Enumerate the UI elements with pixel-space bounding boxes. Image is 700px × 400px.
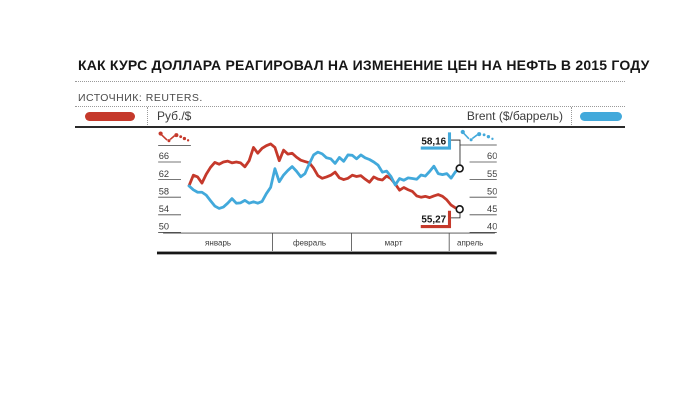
chart-canvas: 66 62 58 54 50 60 55 50 45 40 январь февраль март а… xyxy=(156,129,497,255)
month-label: январь xyxy=(205,239,231,248)
divider-under-title xyxy=(75,81,625,82)
month-label: февраль xyxy=(293,239,326,248)
left-tick-label: 62 xyxy=(159,169,169,179)
left-tick-label: 58 xyxy=(159,186,169,196)
brent-legend-label: Brent ($/баррель) xyxy=(466,109,563,123)
divider-under-source xyxy=(75,106,625,107)
brent-callout-connector xyxy=(451,139,461,169)
brent-callout-bracket xyxy=(420,132,452,150)
right-axis: 60 55 50 45 40 xyxy=(469,151,497,233)
legend-separator-right xyxy=(571,107,572,127)
brent-series-line xyxy=(187,150,462,210)
source-label: ИСТОЧНИК: REUTERS. xyxy=(78,92,203,104)
right-tick-label: 50 xyxy=(487,186,497,196)
rub-callout-value: 55,27 xyxy=(421,215,446,226)
month-label: апрель xyxy=(457,239,483,248)
rub-legend-label: Руб./$ xyxy=(157,109,192,123)
month-label: март xyxy=(385,239,403,248)
month-axis: январь февраль март апрель xyxy=(205,233,483,251)
left-tick-label: 66 xyxy=(159,151,169,161)
right-tick-label: 45 xyxy=(487,204,497,214)
left-tick-label: 50 xyxy=(159,222,169,232)
series-lines xyxy=(187,142,462,211)
rub-legend-swatch xyxy=(85,112,135,121)
left-axis: 66 62 58 54 50 xyxy=(158,151,182,233)
brent-endpoint-marker xyxy=(455,164,464,173)
brent-sparkline-icon xyxy=(460,129,494,142)
chart-title: КАК КУРС ДОЛЛАРА РЕАГИРОВАЛ НА ИЗМЕНЕНИЕ… xyxy=(78,57,650,73)
divider-under-legend xyxy=(75,126,625,128)
rub-callout-bracket xyxy=(420,210,452,229)
right-tick-label: 55 xyxy=(487,169,497,179)
rub-endpoint-marker xyxy=(455,205,464,214)
legend-separator-left xyxy=(147,107,148,127)
rub-sparkline-icon xyxy=(158,131,190,143)
bottom-bar xyxy=(156,251,497,255)
left-tick-label: 54 xyxy=(159,204,169,214)
right-tick-label: 40 xyxy=(487,222,497,232)
right-tick-label: 60 xyxy=(487,151,497,161)
brent-callout-value: 58,16 xyxy=(421,137,446,148)
rub-series-line xyxy=(187,142,462,211)
brent-legend-swatch xyxy=(580,112,622,121)
